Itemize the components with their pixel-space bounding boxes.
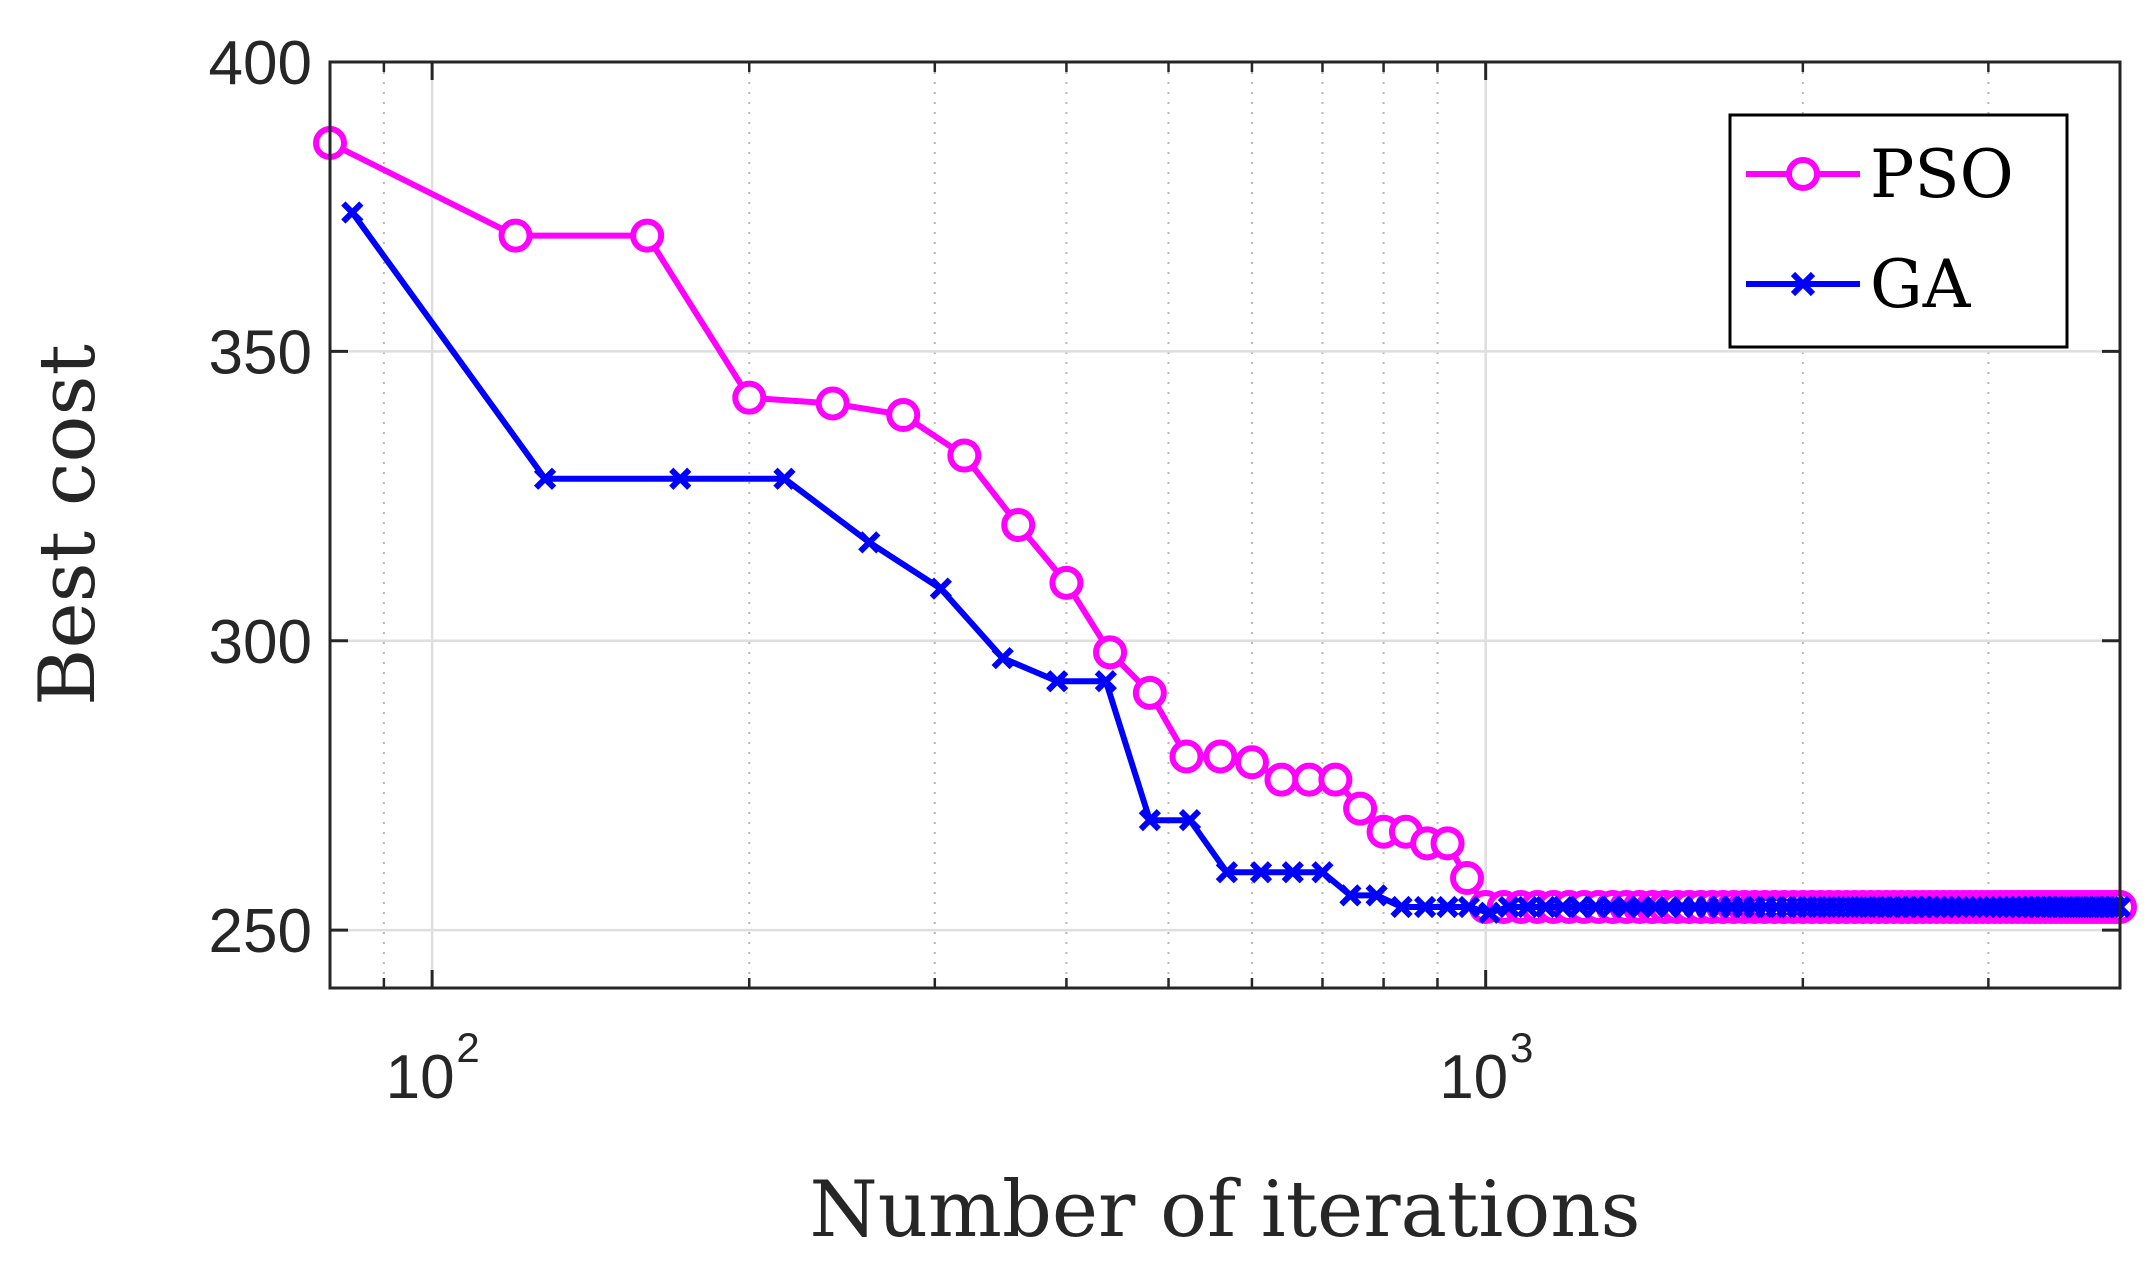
legend-label-ga: GA <box>1870 246 1972 323</box>
data-point-ga <box>341 201 364 224</box>
data-point-pso <box>1264 762 1299 797</box>
data-point-pso <box>1169 739 1204 774</box>
data-point-ga <box>858 531 881 554</box>
x-tick-label: 10 <box>1439 1043 1508 1112</box>
x-tick-exponent: 2 <box>456 1024 479 1071</box>
data-point-pso <box>630 218 665 253</box>
legend-label-pso: PSO <box>1870 136 2014 213</box>
data-point-ga <box>1390 895 1413 919</box>
legend-marker-pso <box>1786 157 1820 191</box>
data-point-pso <box>1430 826 1465 861</box>
series-ga <box>341 201 2132 924</box>
legend: PSO GA <box>1728 113 2069 349</box>
legend-box <box>1728 113 2069 349</box>
data-point-ga <box>1551 895 1575 919</box>
data-point-ga <box>1138 809 1161 832</box>
data-point-pso <box>498 218 533 253</box>
data-point-pso <box>1450 861 1485 896</box>
x-tick-exponent: 3 <box>1510 1024 1533 1071</box>
data-point-ga <box>1178 809 1202 832</box>
data-point-pso <box>732 380 767 415</box>
y-axis-title: Best cost <box>23 344 113 706</box>
data-point-ga <box>1413 895 1437 919</box>
data-point-ga <box>1215 861 1238 884</box>
data-point-ga <box>1046 670 1069 693</box>
data-point-pso <box>886 398 921 433</box>
data-point-ga <box>1365 884 1388 907</box>
data-point-ga <box>1497 895 1521 919</box>
data-point-ga <box>1311 861 1334 884</box>
data-point-pso <box>1132 675 1167 710</box>
data-point-ga <box>991 646 1014 670</box>
data-point-ga <box>1094 670 1117 693</box>
data-point-ga <box>1339 884 1362 907</box>
y-tick-label: 350 <box>209 318 312 387</box>
data-point-ga <box>929 577 952 600</box>
data-point-pso <box>1343 791 1378 826</box>
data-point-ga <box>1478 901 1501 924</box>
data-point-ga <box>1534 895 1557 919</box>
y-tick-label: 400 <box>209 29 312 98</box>
plot-frame <box>328 60 2122 990</box>
data-point-pso <box>815 386 850 421</box>
data-point-ga <box>1436 895 1459 919</box>
data-point-ga <box>1516 895 1539 919</box>
data-point-pso <box>1203 739 1238 774</box>
data-point-ga <box>533 467 557 490</box>
data-point-ga <box>669 467 692 490</box>
x-tick-label: 10 <box>386 1043 455 1112</box>
data-point-pso <box>1001 508 1036 542</box>
data-point-ga <box>1457 895 1481 919</box>
legend-marker-ga <box>1790 271 1816 297</box>
data-point-ga <box>1281 861 1304 884</box>
series-layer <box>313 126 2137 924</box>
data-point-ga <box>773 467 796 490</box>
data-point-pso <box>1049 565 1084 600</box>
y-tick-label: 300 <box>209 608 312 677</box>
data-point-pso <box>1234 745 1269 780</box>
data-point-ga <box>1249 861 1273 884</box>
x-axis-title: Number of iterations <box>810 1165 1641 1255</box>
data-point-pso <box>1093 635 1128 670</box>
y-tick-label: 250 <box>209 897 312 966</box>
data-point-pso <box>1318 762 1353 797</box>
data-point-pso <box>947 438 982 473</box>
